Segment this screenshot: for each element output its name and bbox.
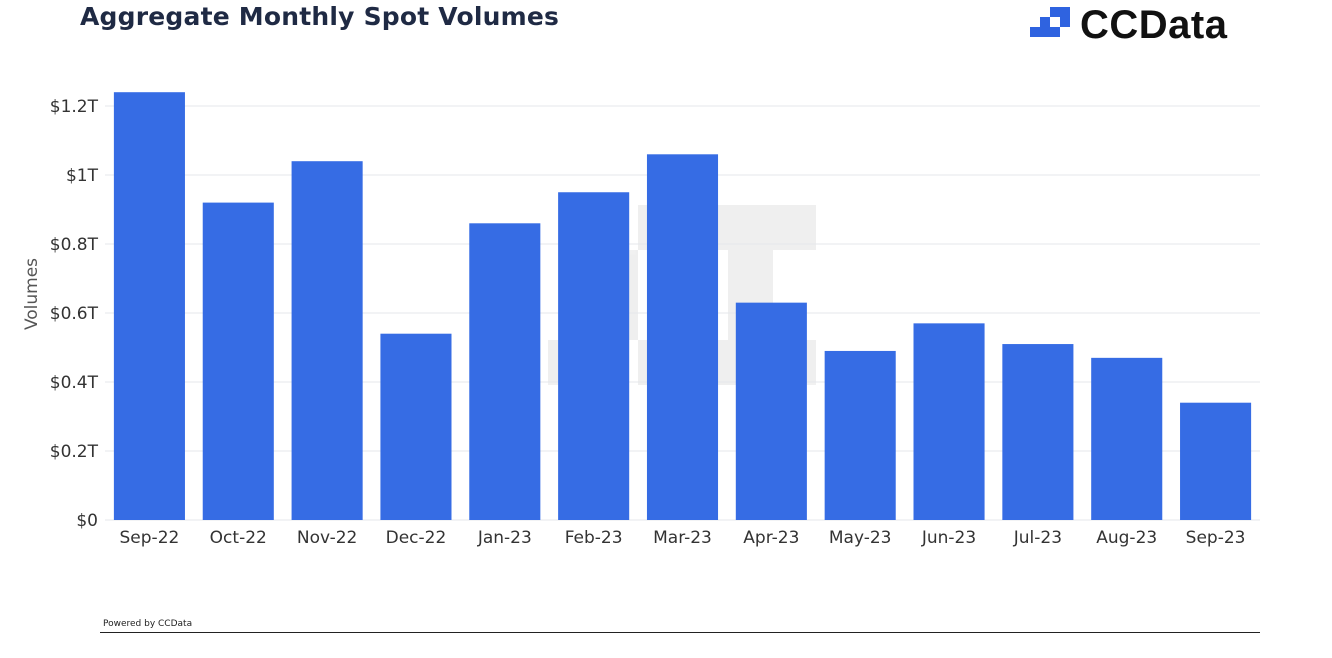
bar-mar-23 bbox=[646, 154, 719, 521]
chart-title: Aggregate Monthly Spot Volumes bbox=[80, 2, 560, 31]
y-tick-label: $0.8T bbox=[50, 235, 99, 255]
x-tick-label: Apr-23 bbox=[743, 528, 799, 548]
x-tick-label: Sep-22 bbox=[120, 528, 180, 548]
y-tick-label: $0.6T bbox=[50, 304, 99, 324]
ccdata-logo: CCData bbox=[1028, 2, 1227, 48]
bar-apr-23 bbox=[735, 302, 807, 520]
x-tick-label: Oct-22 bbox=[210, 528, 267, 548]
bar-may-23 bbox=[824, 350, 896, 520]
footer-credit: Powered by CCData bbox=[103, 619, 193, 629]
y-tick-label: $0.4T bbox=[50, 373, 99, 393]
x-tick-label: Mar-23 bbox=[653, 528, 712, 548]
x-tick-label: Dec-22 bbox=[386, 528, 447, 548]
bar-sep-23 bbox=[1180, 402, 1252, 520]
bar-nov-22 bbox=[291, 161, 363, 520]
bar-sep-22 bbox=[113, 92, 185, 520]
bar-jul-23 bbox=[1002, 344, 1074, 520]
x-tick-label: Nov-22 bbox=[297, 528, 358, 548]
bar-chart: $0 $0.2T $0.4T $0.6T $0.8T $1T $1.2T Sep-22 Oct… bbox=[22, 92, 1260, 548]
footer-divider bbox=[100, 632, 1260, 633]
x-tick-label: Jul-23 bbox=[1013, 528, 1062, 548]
logo-wordmark: CCData bbox=[1080, 3, 1228, 47]
bar-oct-22 bbox=[202, 202, 274, 520]
x-tick-label: Feb-23 bbox=[565, 528, 623, 548]
x-tick-label: Aug-23 bbox=[1096, 528, 1157, 548]
y-tick-label: $1T bbox=[66, 166, 99, 186]
y-tick-label: $0 bbox=[76, 511, 98, 531]
y-tick-label: $0.2T bbox=[50, 442, 99, 462]
x-tick-label: Sep-23 bbox=[1186, 528, 1246, 548]
y-axis-label: Volumes bbox=[22, 258, 42, 330]
y-tick-label: $1.2T bbox=[50, 97, 99, 117]
bar-jan-23 bbox=[469, 223, 541, 521]
bar-dec-22 bbox=[380, 333, 452, 520]
bar-aug-23 bbox=[1091, 357, 1163, 520]
bar-jun-23 bbox=[913, 323, 985, 520]
ccdata-logo-icon bbox=[1030, 7, 1070, 37]
x-tick-label: Jan-23 bbox=[477, 528, 532, 548]
x-tick-label: May-23 bbox=[829, 528, 892, 548]
x-tick-label: Jun-23 bbox=[921, 528, 976, 548]
bar-feb-23 bbox=[558, 192, 630, 520]
